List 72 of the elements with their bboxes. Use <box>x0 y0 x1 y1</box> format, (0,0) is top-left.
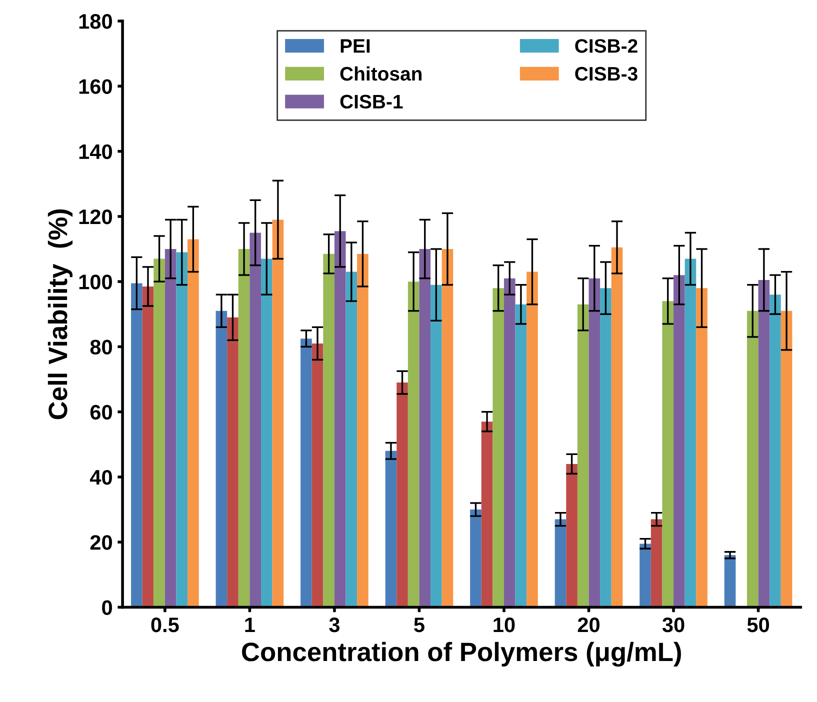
bar <box>724 555 736 608</box>
bar <box>142 286 154 608</box>
bar <box>492 288 504 608</box>
bar <box>504 278 516 608</box>
bar <box>577 304 589 608</box>
legend-label: CISB-2 <box>575 39 638 53</box>
x-tick-label: 10 <box>494 618 515 632</box>
bar <box>396 382 408 608</box>
legend-label: PEI <box>340 39 370 53</box>
y-tick-label: 180 <box>79 14 112 29</box>
bar <box>164 249 176 608</box>
x-axis-title: Concentration of Polymers (μg/mL) <box>242 642 681 667</box>
x-tick-label: 30 <box>662 618 684 632</box>
bar <box>526 272 538 608</box>
bar <box>481 422 493 608</box>
legend-label: CISB-3 <box>575 66 638 81</box>
y-tick-label: 100 <box>79 274 112 290</box>
y-tick-label: 140 <box>79 144 112 160</box>
bar <box>419 249 431 608</box>
bar <box>600 288 612 608</box>
bar <box>385 450 397 608</box>
x-tick-label: 20 <box>578 618 600 632</box>
y-axis-title: Cell Viability (%) <box>48 209 73 420</box>
y-tick-label: 80 <box>90 340 112 354</box>
bar <box>746 310 758 608</box>
y-tick-label: 60 <box>90 404 112 420</box>
y-tick-label: 40 <box>90 470 112 485</box>
bar <box>176 252 188 608</box>
x-tick-label: 0.5 <box>151 618 179 632</box>
legend-label: Chitosan <box>340 66 422 81</box>
bar <box>640 544 651 608</box>
x-tick-label: 50 <box>747 618 770 632</box>
bar <box>566 464 578 608</box>
bar <box>131 283 142 608</box>
bar <box>442 249 454 608</box>
y-tick-label: 0 <box>102 600 112 615</box>
bar <box>770 294 781 608</box>
bar <box>346 272 358 608</box>
x-tick-label: 3 <box>329 618 340 632</box>
y-tick-label: 120 <box>79 209 112 224</box>
bar <box>227 317 238 608</box>
bar <box>650 519 662 608</box>
bar <box>250 232 261 608</box>
bar <box>357 254 368 608</box>
bar <box>470 510 482 608</box>
bar <box>662 301 674 608</box>
legend-label: CISB-1 <box>340 94 403 109</box>
y-tick-label: 20 <box>90 535 112 550</box>
bar <box>312 343 324 608</box>
bar <box>260 258 272 608</box>
bar <box>238 249 250 608</box>
bar <box>408 282 420 608</box>
bar <box>684 258 696 608</box>
bar <box>515 304 527 608</box>
x-tick-label: 1 <box>245 618 255 632</box>
bar <box>300 338 312 608</box>
bar <box>154 258 165 608</box>
bar <box>696 288 708 608</box>
bar <box>674 275 685 608</box>
bar <box>430 284 442 608</box>
bar <box>611 247 623 608</box>
bar <box>334 231 346 608</box>
bar <box>554 519 566 608</box>
bar <box>272 220 284 608</box>
bar <box>323 254 334 608</box>
bar <box>188 239 199 608</box>
bar <box>588 278 600 608</box>
y-tick-label: 160 <box>79 79 112 94</box>
x-tick-label: 5 <box>414 618 424 632</box>
bar <box>758 280 770 608</box>
bar <box>216 310 228 608</box>
bar <box>780 310 792 608</box>
